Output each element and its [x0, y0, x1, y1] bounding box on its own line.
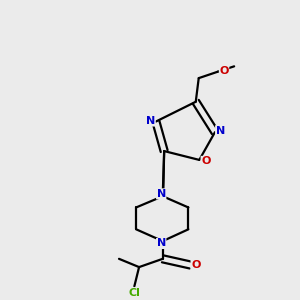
- Text: O: O: [219, 66, 229, 76]
- Text: N: N: [157, 189, 166, 199]
- Text: N: N: [146, 116, 155, 126]
- Text: N: N: [216, 126, 225, 136]
- Text: Cl: Cl: [128, 288, 140, 298]
- Text: O: O: [191, 260, 200, 270]
- Text: O: O: [201, 156, 211, 167]
- Text: N: N: [157, 238, 166, 248]
